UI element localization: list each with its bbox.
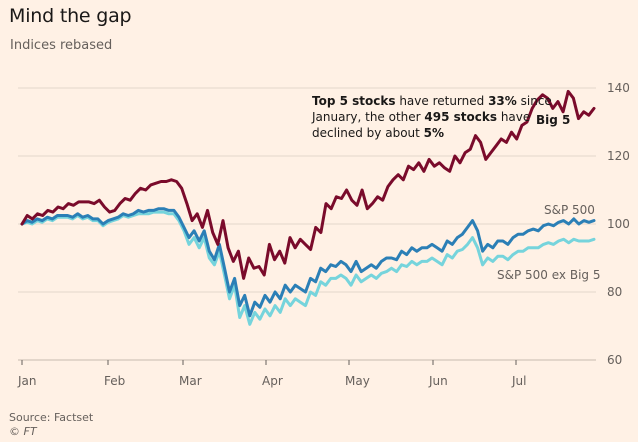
source-note: Source: Factset	[9, 411, 94, 424]
x-tick-label-may: May	[345, 374, 370, 388]
credit-note: © FT	[9, 425, 37, 438]
annotation-line-2: January, the other 495 stocks have	[311, 110, 530, 124]
y-tick-label-60: 60	[607, 353, 622, 367]
series-line-s-p-500-ex-big-5	[20, 210, 596, 326]
y-tick-label-140: 140	[607, 81, 630, 95]
annotation-line-1: Top 5 stocks have returned 33% since	[312, 94, 552, 108]
annotation-segment: since	[517, 94, 552, 108]
annotation-segment: January, the other	[311, 110, 424, 124]
label-layer: Big 5 S&P 500 S&P 500 ex Big 5 Top 5 stocks…	[311, 94, 600, 282]
chart-title: Mind the gap	[9, 5, 132, 27]
series-label-big-5: Big 5	[536, 113, 570, 127]
annotation-segment: have	[497, 110, 530, 124]
series-label-s-p-500-ex-big-5: S&P 500 ex Big 5	[497, 268, 600, 282]
y-tick-label-100: 100	[607, 217, 630, 231]
annotation-line-3: declined by about 5%	[312, 126, 444, 140]
x-tick-label-mar: Mar	[179, 374, 202, 388]
x-tick-label-jun: Jun	[428, 374, 448, 388]
grid-layer	[18, 87, 596, 361]
annotation-segment: Top 5 stocks	[312, 94, 396, 108]
x-tick-label-jan: Jan	[17, 374, 37, 388]
series-line-s-p-500	[20, 207, 596, 318]
y-tick-label-80: 80	[607, 285, 622, 299]
chart-subtitle: Indices rebased	[10, 38, 113, 53]
axis-layer: 60 80 100 120 140 Jan Feb Mar Apr May Jun Jul	[17, 81, 630, 388]
x-tick-label-jul: Jul	[511, 374, 526, 388]
annotation-segment: have returned	[396, 94, 489, 108]
annotation-segment: 5%	[424, 126, 444, 140]
series-layer	[20, 89, 596, 326]
annotation-segment: 495 stocks	[424, 110, 497, 124]
x-tick-label-feb: Feb	[104, 374, 125, 388]
series-label-s-p-500: S&P 500	[544, 203, 595, 217]
annotation-segment: 33%	[488, 94, 517, 108]
series-line-big-5	[20, 89, 596, 280]
annotation-segment: declined by about	[312, 126, 424, 140]
x-tick-label-apr: Apr	[262, 374, 283, 388]
y-tick-label-120: 120	[607, 149, 630, 163]
